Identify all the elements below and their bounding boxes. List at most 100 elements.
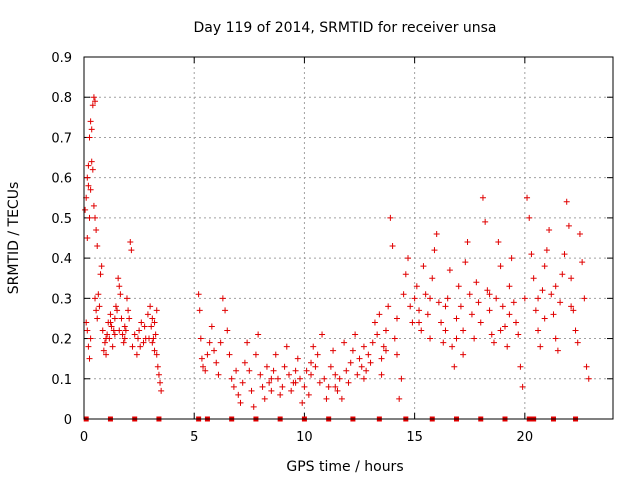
- data-point: [396, 395, 403, 402]
- data-point: [466, 291, 473, 298]
- data-point: [103, 351, 110, 358]
- data-point: [92, 295, 99, 302]
- data-point: [88, 126, 95, 133]
- data-point: [235, 391, 242, 398]
- data-point: [382, 347, 389, 354]
- data-point: [504, 343, 511, 350]
- data-point: [444, 295, 451, 302]
- data-point: [87, 186, 94, 193]
- data-point: [316, 379, 323, 386]
- data-point: [108, 323, 115, 330]
- data-point: [195, 291, 202, 298]
- data-point: [541, 263, 548, 270]
- data-point: [237, 399, 244, 406]
- data-point: [378, 371, 385, 378]
- data-point: [347, 359, 354, 366]
- data-point: [380, 343, 387, 350]
- data-point: [484, 287, 491, 294]
- data-point: [277, 391, 284, 398]
- data-point: [270, 367, 277, 374]
- data-point: [109, 343, 116, 350]
- data-point: [266, 379, 273, 386]
- data-point: [111, 331, 118, 338]
- x-tick-label: 5: [190, 430, 198, 445]
- x-axis-label: GPS time / hours: [286, 459, 403, 475]
- data-point: [506, 283, 513, 290]
- data-point: [402, 271, 409, 278]
- data-point: [431, 247, 438, 254]
- data-point: [111, 315, 118, 322]
- data-point: [107, 311, 114, 318]
- data-point: [393, 315, 400, 322]
- data-point: [376, 311, 383, 318]
- y-axis-label: SRMTID / TECUs: [6, 182, 22, 295]
- data-point: [449, 343, 456, 350]
- data-point: [215, 371, 222, 378]
- data-point: [94, 243, 101, 250]
- data-point: [442, 327, 449, 334]
- data-point: [121, 323, 128, 330]
- y-tick-label: 0.4: [51, 252, 72, 267]
- data-point: [301, 383, 308, 390]
- data-point: [248, 387, 255, 394]
- data-point: [455, 283, 462, 290]
- data-point: [332, 383, 339, 390]
- data-point: [475, 299, 482, 306]
- data-point: [121, 335, 128, 342]
- data-point: [268, 375, 275, 382]
- data-point: [244, 339, 251, 346]
- data-point: [427, 335, 434, 342]
- data-point: [107, 319, 114, 326]
- data-point: [579, 259, 586, 266]
- data-point: [92, 214, 99, 221]
- data-point: [488, 331, 495, 338]
- data-point: [103, 335, 110, 342]
- data-point: [246, 367, 253, 374]
- data-point: [358, 363, 365, 370]
- data-point: [508, 255, 515, 262]
- data-point: [128, 247, 135, 254]
- data-point: [356, 355, 363, 362]
- data-point: [279, 383, 286, 390]
- data-point: [327, 363, 334, 370]
- data-point: [155, 371, 162, 378]
- data-point: [515, 331, 522, 338]
- data-point: [446, 267, 453, 274]
- data-point: [288, 387, 295, 394]
- data-point: [152, 331, 159, 338]
- y-tick-label: 0.5: [51, 212, 72, 227]
- data-point: [528, 251, 535, 258]
- data-point: [308, 371, 315, 378]
- data-point: [112, 303, 119, 310]
- data-point: [435, 299, 442, 306]
- data-point: [197, 335, 204, 342]
- data-point: [84, 235, 91, 241]
- data-point: [438, 319, 445, 326]
- data-point: [349, 347, 356, 354]
- data-point: [451, 363, 458, 370]
- data-point: [354, 371, 361, 378]
- data-point: [557, 299, 564, 306]
- data-point: [462, 259, 469, 266]
- data-point: [477, 319, 484, 326]
- data-point: [87, 335, 94, 342]
- data-point: [213, 359, 220, 366]
- data-point: [539, 287, 546, 294]
- data-point: [427, 295, 434, 302]
- data-point: [94, 315, 101, 322]
- y-tick-label: 0.3: [51, 292, 72, 307]
- data-point: [148, 323, 155, 330]
- data-point: [147, 303, 154, 310]
- data-point: [144, 311, 151, 318]
- data-point: [305, 391, 312, 398]
- data-point: [99, 327, 106, 334]
- data-point: [543, 247, 550, 254]
- data-point: [365, 351, 372, 358]
- data-point: [424, 311, 431, 318]
- y-tick-label: 0.1: [51, 373, 72, 388]
- data-point: [535, 327, 542, 334]
- data-point: [499, 303, 506, 310]
- data-point: [524, 194, 531, 201]
- x-tick-label: 15: [406, 430, 423, 445]
- y-tick-label: 0.6: [51, 172, 72, 187]
